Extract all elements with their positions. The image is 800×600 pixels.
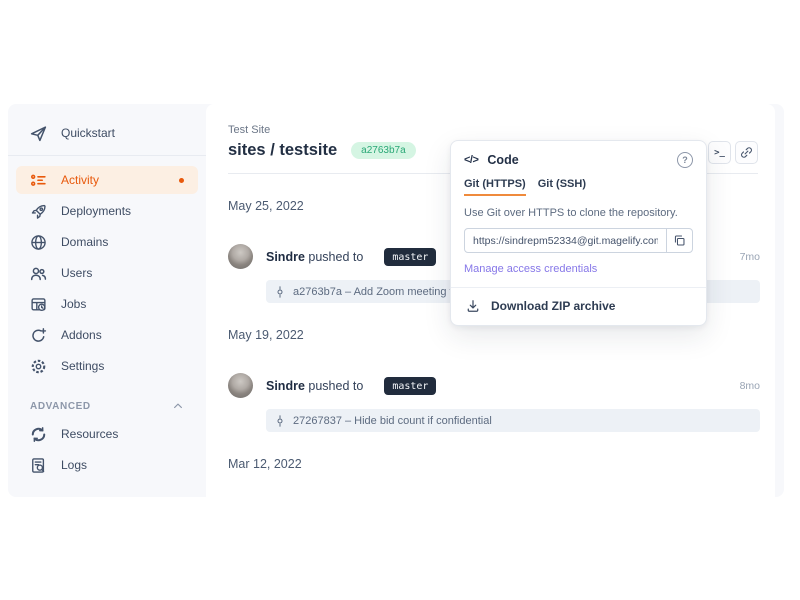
code-icon: </> xyxy=(464,154,479,166)
download-zip-label: Download ZIP archive xyxy=(491,299,616,313)
popover-divider xyxy=(451,287,706,288)
version-badge: a2763b7a xyxy=(351,142,416,159)
header-toolbar: >_ xyxy=(708,141,758,164)
avatar xyxy=(228,373,253,398)
sidebar-item-label: Deployments xyxy=(61,204,132,218)
sidebar-item-logs[interactable]: Logs xyxy=(16,451,198,479)
activity-notification-dot xyxy=(179,177,184,183)
download-zip-button[interactable]: Download ZIP archive xyxy=(464,288,693,325)
clone-url-input[interactable] xyxy=(464,228,667,253)
terminal-button[interactable]: >_ xyxy=(708,141,731,164)
sidebar-item-deployments[interactable]: Deployments xyxy=(16,197,198,225)
event-action: pushed to xyxy=(308,378,364,393)
branch-badge: master xyxy=(384,247,437,266)
sidebar-item-label: Activity xyxy=(61,173,100,187)
users-icon xyxy=(30,265,47,282)
sidebar-item-label: Domains xyxy=(61,235,109,249)
rocket-icon xyxy=(30,203,47,220)
commit-message: a2763b7a – Add Zoom meeting featur xyxy=(293,285,478,298)
help-icon[interactable]: ? xyxy=(677,152,693,168)
commit-icon xyxy=(276,414,284,428)
sidebar-item-activity[interactable]: Activity xyxy=(16,166,198,194)
sidebar-item-label: Resources xyxy=(61,427,119,441)
send-icon xyxy=(30,125,47,142)
sidebar-item-resources[interactable]: Resources xyxy=(16,420,198,448)
advanced-label: ADVANCED xyxy=(30,400,91,412)
sidebar-item-label: Logs xyxy=(61,458,88,472)
sidebar-item-users[interactable]: Users xyxy=(16,259,198,287)
clone-description: Use Git over HTTPS to clone the reposito… xyxy=(464,207,678,219)
sidebar-item-label: Addons xyxy=(61,328,102,342)
activity-icon xyxy=(30,172,47,189)
event-user: Sindre xyxy=(266,378,305,393)
event-timestamp: 8mo xyxy=(739,379,760,392)
commit-row[interactable]: 27267837 – Hide bid count if confidentia… xyxy=(266,409,760,432)
event-action: pushed to xyxy=(308,249,364,264)
terminal-icon: >_ xyxy=(714,147,725,158)
code-popover: </> Code ? Git (HTTPS) Git (SSH) Use Git… xyxy=(450,140,707,326)
gear-icon xyxy=(30,358,47,375)
sidebar-item-label: Users xyxy=(61,266,93,280)
branch-badge: master xyxy=(384,376,437,395)
sidebar-item-jobs[interactable]: Jobs xyxy=(16,290,198,318)
jobs-icon xyxy=(30,296,47,313)
manage-credentials-link[interactable]: Manage access credentials xyxy=(464,263,598,275)
sidebar-item-addons[interactable]: Addons xyxy=(16,321,198,349)
date-heading: May 25, 2022 xyxy=(228,199,304,213)
date-heading: May 19, 2022 xyxy=(228,328,304,342)
commit-message: 27267837 – Hide bid count if confidentia… xyxy=(293,414,492,427)
log-search-icon xyxy=(30,457,47,474)
page-title: sites / testsite xyxy=(228,141,338,159)
tab-git-https[interactable]: Git (HTTPS) xyxy=(464,178,526,196)
popover-title: Code xyxy=(487,153,519,167)
sidebar: Quickstart Activity Deployments Domains xyxy=(8,104,206,497)
sidebar-section-advanced[interactable]: ADVANCED xyxy=(16,400,198,412)
activity-event: Sindre pushed to master 8mo xyxy=(228,373,760,398)
tab-git-ssh[interactable]: Git (SSH) xyxy=(537,178,586,190)
copy-url-button[interactable] xyxy=(666,228,693,253)
event-user: Sindre xyxy=(266,249,305,264)
sidebar-item-label: Jobs xyxy=(61,297,87,311)
sidebar-item-domains[interactable]: Domains xyxy=(16,228,198,256)
copy-icon xyxy=(673,234,686,247)
page-header: Test Site sites / testsite a2763b7a >_ xyxy=(206,104,775,164)
sidebar-divider xyxy=(8,155,206,156)
link-icon xyxy=(740,146,753,159)
clone-method-tabs: Git (HTTPS) Git (SSH) xyxy=(464,178,693,196)
event-timestamp: 7mo xyxy=(739,250,760,263)
download-icon xyxy=(466,299,480,313)
chevron-up-icon xyxy=(172,400,184,412)
refresh-icon xyxy=(30,426,47,443)
date-heading: Mar 12, 2022 xyxy=(228,457,302,471)
sidebar-item-settings[interactable]: Settings xyxy=(16,352,198,380)
globe-icon xyxy=(30,234,47,251)
copy-link-button[interactable] xyxy=(735,141,758,164)
activity-event: Sindre pushed to master 7mo xyxy=(228,244,760,269)
sidebar-item-label: Settings xyxy=(61,359,105,373)
site-label: Test Site xyxy=(228,124,271,136)
avatar xyxy=(228,244,253,269)
sidebar-item-quickstart[interactable]: Quickstart xyxy=(16,119,198,147)
addons-icon xyxy=(30,327,47,344)
commit-icon xyxy=(276,285,284,299)
sidebar-item-label: Quickstart xyxy=(61,126,116,140)
